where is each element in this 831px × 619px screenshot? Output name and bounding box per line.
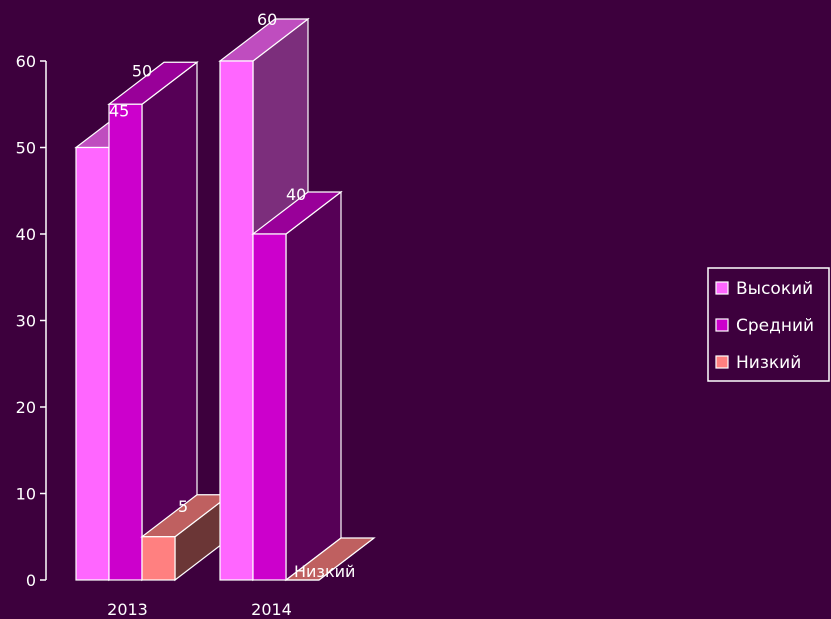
bar (253, 192, 341, 580)
data-label: Низкий (294, 562, 355, 581)
data-label: 60 (257, 10, 277, 29)
y-tick-label: 40 (16, 225, 36, 244)
data-label: 45 (109, 101, 129, 120)
y-tick-label: 50 (16, 139, 36, 158)
y-tick-label: 0 (26, 571, 36, 590)
bar-front-face (220, 61, 253, 580)
bar-side-face (286, 192, 341, 580)
x-category-label: 2013 (107, 600, 148, 619)
bar-front-face (142, 537, 175, 580)
data-label: 5 (178, 497, 188, 516)
legend-swatch (716, 356, 728, 368)
legend-entry-label: Высокий (736, 279, 813, 299)
y-tick-label: 30 (16, 312, 36, 331)
annotation-label: 50 (132, 61, 152, 80)
y-tick-label: 20 (16, 398, 36, 417)
legend-entry-label: Низкий (736, 353, 801, 373)
axis-layer: 0 10 20 30 40 50 60 (16, 52, 46, 590)
legend-swatch (716, 282, 728, 294)
bar-front-face (76, 148, 109, 581)
legend-entry-label: Средний (736, 316, 814, 336)
bar-front-face (253, 234, 286, 580)
data-label: 40 (286, 185, 306, 204)
legend-swatch (716, 319, 728, 331)
legend: Высокий Средний Низкий (708, 268, 829, 381)
y-tick-label: 60 (16, 52, 36, 71)
bar-front-face (109, 104, 142, 580)
y-tick-label: 10 (16, 485, 36, 504)
x-category-label: 2014 (251, 600, 292, 619)
